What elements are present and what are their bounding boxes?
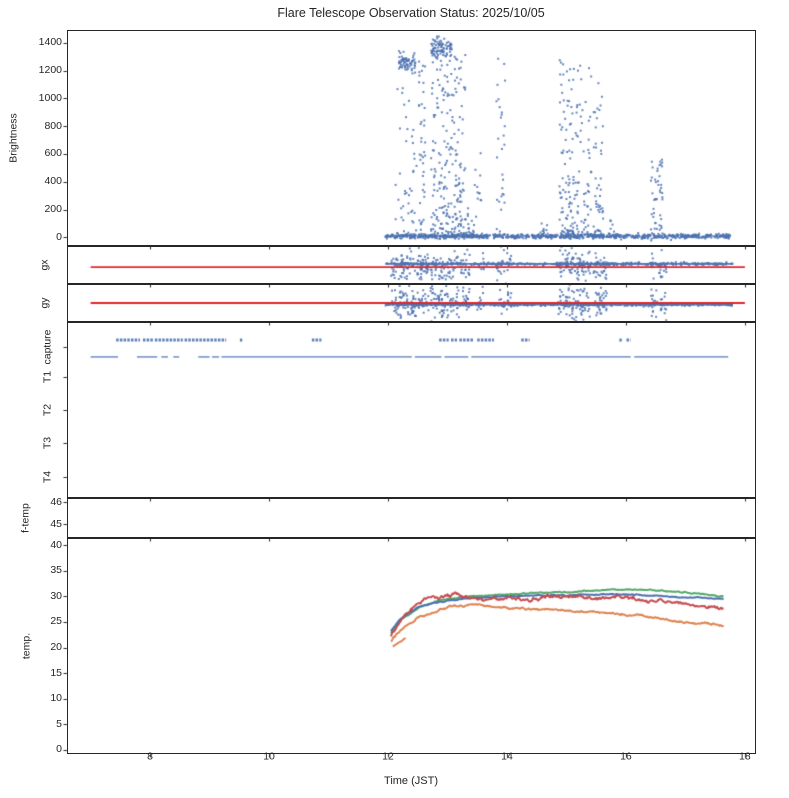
x-axis-label: Time (JST) bbox=[384, 775, 438, 787]
y-tick-label: 20 bbox=[50, 641, 62, 654]
y-tick-label: 45 bbox=[50, 517, 62, 530]
x-tick-label: 18 bbox=[739, 750, 751, 763]
y-axis-label: gx bbox=[38, 259, 51, 271]
y-tick-label: T3 bbox=[41, 436, 54, 450]
y-tick-label: 5 bbox=[56, 717, 62, 730]
y-tick-label: 1000 bbox=[38, 91, 62, 104]
panel-ftemp bbox=[67, 498, 756, 538]
panel-gx bbox=[67, 246, 756, 284]
y-tick-label: 25 bbox=[50, 615, 62, 628]
panel-brightness bbox=[67, 30, 756, 246]
y-tick-label: 1200 bbox=[38, 64, 62, 77]
y-tick-label: 46 bbox=[50, 495, 62, 508]
x-tick-label: 10 bbox=[263, 750, 275, 763]
x-tick-label: 14 bbox=[501, 750, 513, 763]
y-tick-label: T2 bbox=[41, 403, 54, 417]
y-tick-label: 40 bbox=[50, 538, 62, 551]
y-axis-label: f-temp bbox=[19, 503, 32, 533]
x-tick-label: 16 bbox=[620, 750, 632, 763]
y-tick-label: 600 bbox=[44, 147, 62, 160]
x-tick-label: 12 bbox=[382, 750, 394, 763]
y-tick-label: 1400 bbox=[38, 36, 62, 49]
y-axis-label: Brightness bbox=[7, 113, 20, 163]
y-tick-label: 0 bbox=[56, 743, 62, 756]
y-tick-label: 10 bbox=[50, 692, 62, 705]
y-axis-label: gy bbox=[38, 297, 51, 309]
y-tick-label: capture bbox=[41, 329, 54, 365]
panel-temp bbox=[67, 538, 756, 754]
panel-capture bbox=[67, 322, 756, 498]
y-axis-label: temp. bbox=[20, 632, 33, 660]
y-tick-label: 15 bbox=[50, 666, 62, 679]
y-tick-label: T4 bbox=[41, 470, 54, 484]
panel-gy bbox=[67, 284, 756, 322]
y-tick-label: 0 bbox=[56, 230, 62, 243]
y-tick-label: T1 bbox=[41, 370, 54, 384]
y-tick-label: 800 bbox=[44, 119, 62, 132]
y-tick-label: 35 bbox=[50, 564, 62, 577]
y-tick-label: 200 bbox=[44, 203, 62, 216]
x-tick-label: 8 bbox=[147, 750, 153, 763]
y-tick-label: 30 bbox=[50, 589, 62, 602]
y-tick-label: 400 bbox=[44, 175, 62, 188]
